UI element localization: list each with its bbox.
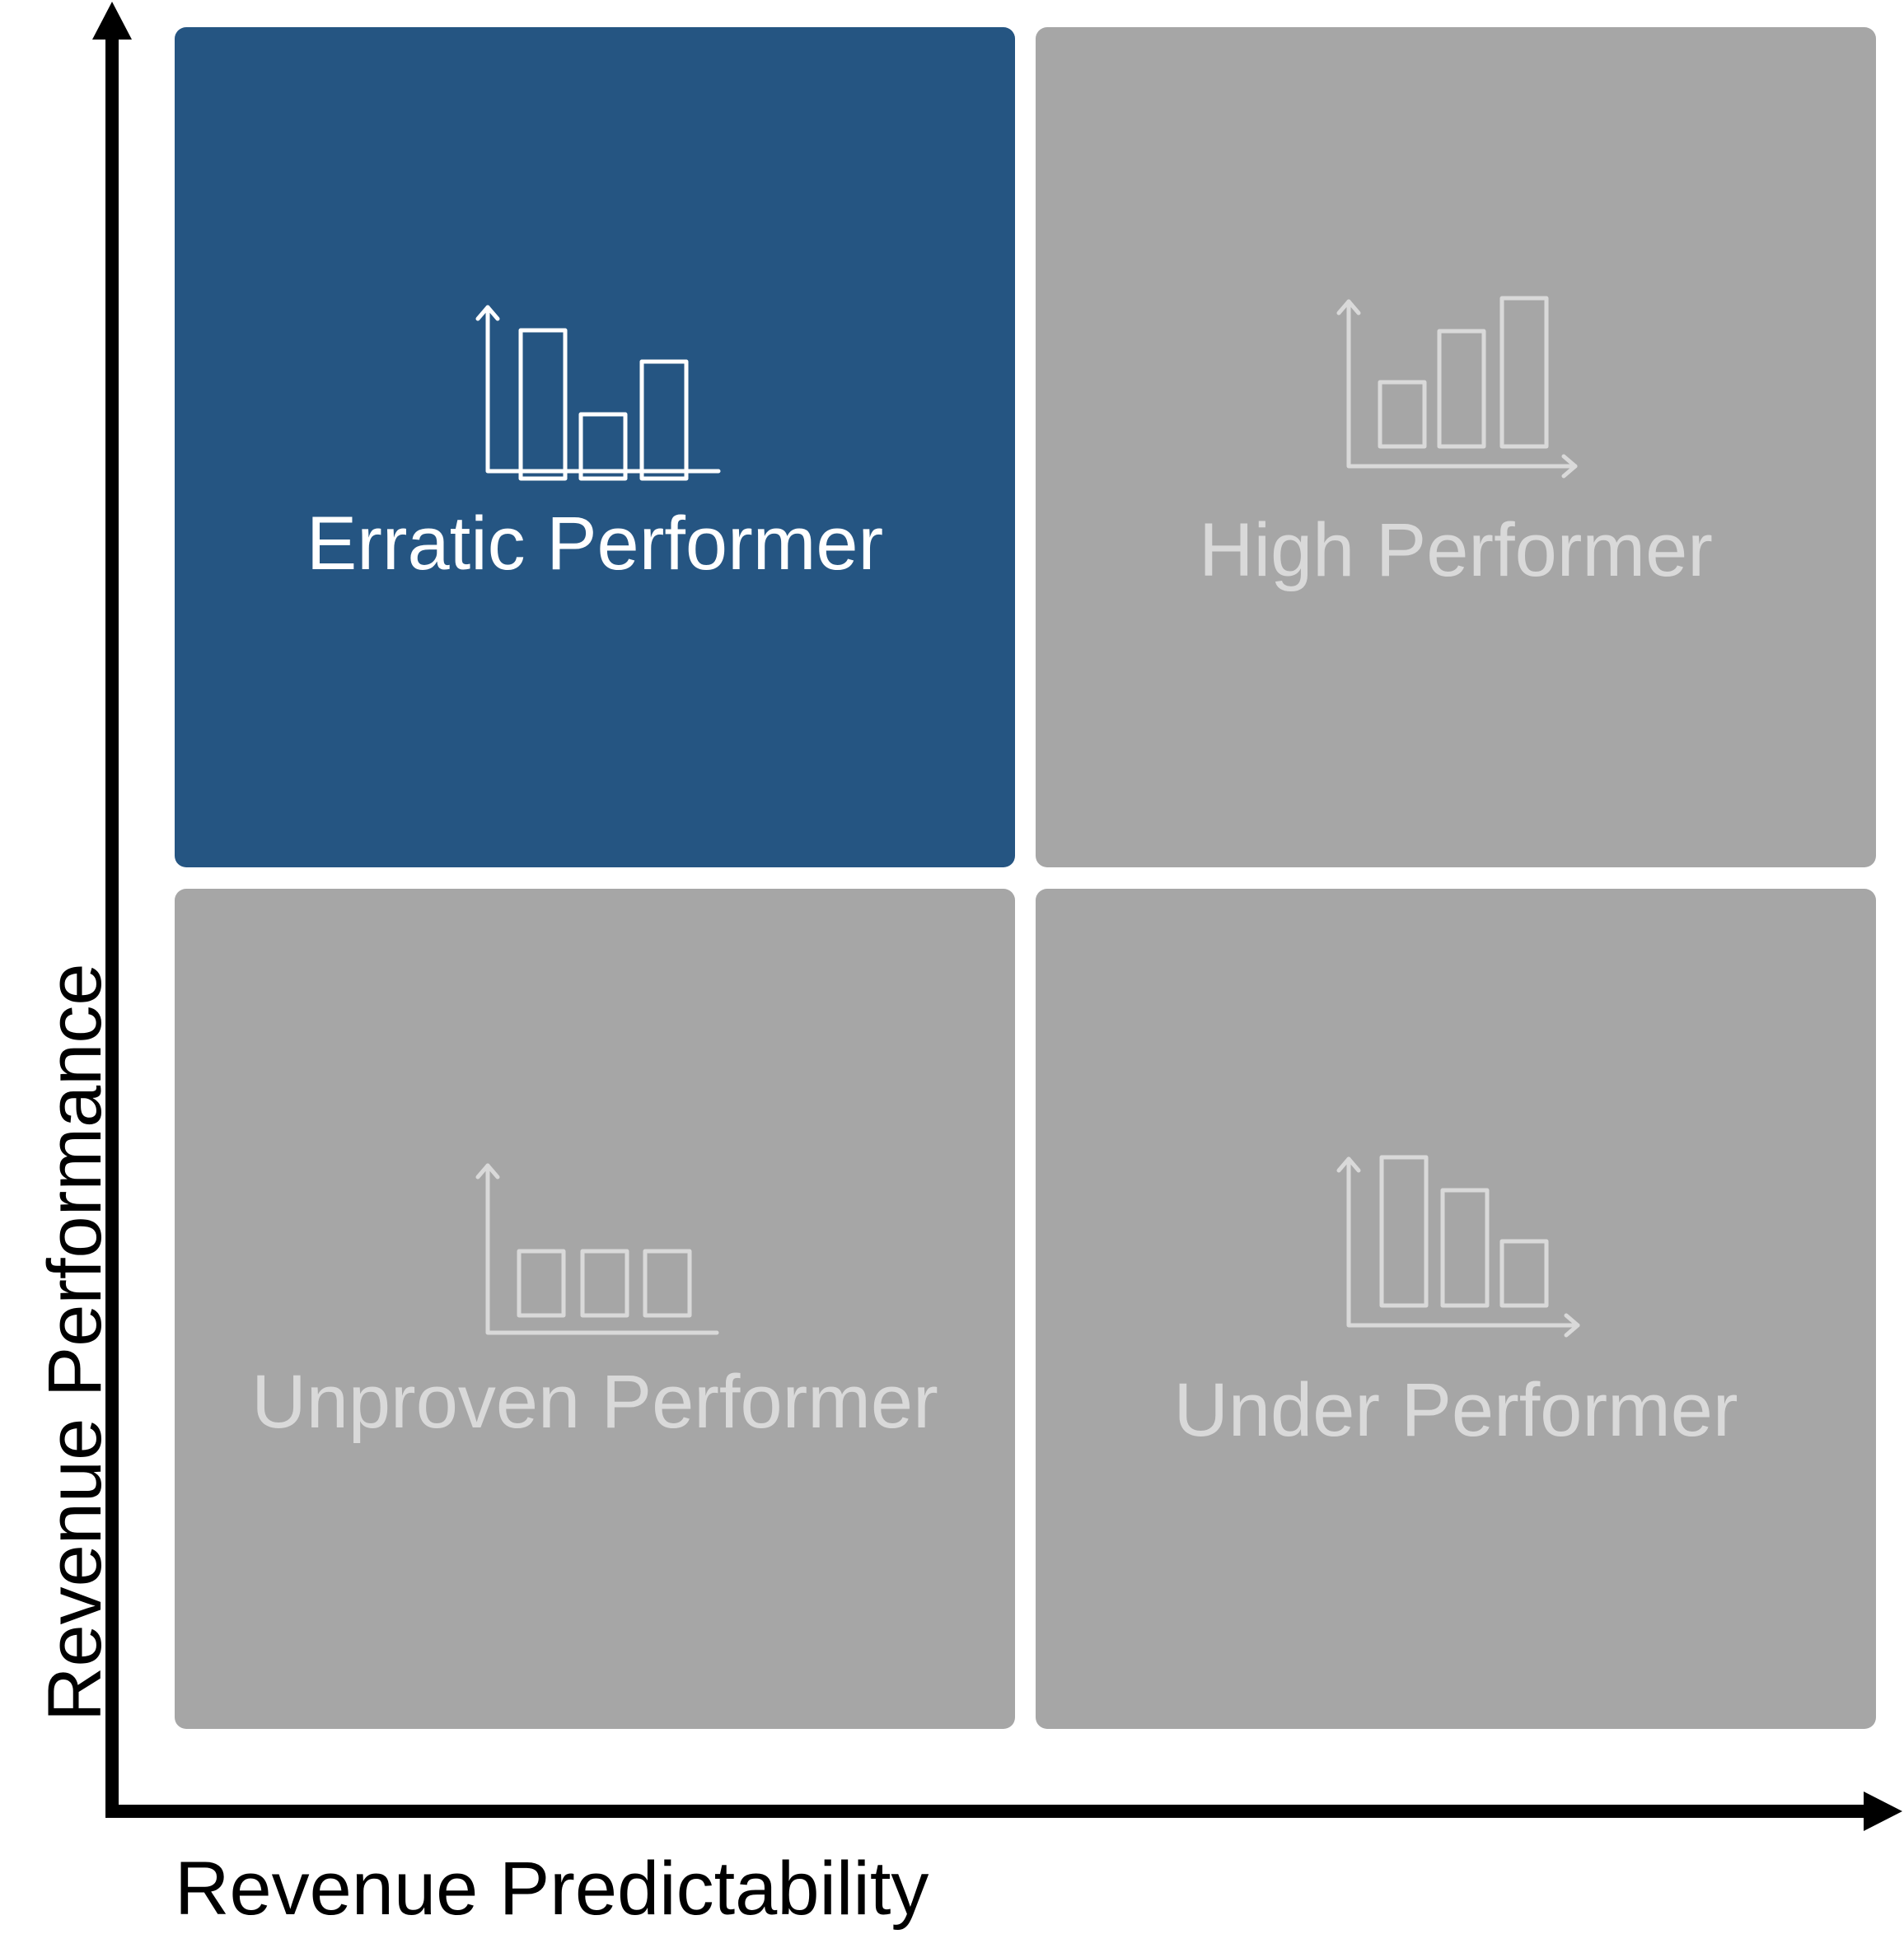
quadrant-label: High Performer xyxy=(1199,508,1713,592)
quadrant-label: Erratic Performer xyxy=(306,502,884,586)
x-axis-label: Revenue Predictability xyxy=(175,1847,929,1931)
quadrant-label: Under Performer xyxy=(1173,1368,1738,1452)
y-axis-arrowhead xyxy=(92,2,132,40)
quadrant-label: Unproven Performer xyxy=(251,1360,938,1444)
quadrant-under-performer: Under Performer xyxy=(1036,889,1876,1729)
bar-chart-rising-icon xyxy=(1336,296,1578,479)
quadrant-erratic-performer: Erratic Performer xyxy=(175,27,1015,867)
quadrant-high-performer: High Performer xyxy=(1036,27,1876,867)
bar-chart-erratic-icon xyxy=(475,305,721,481)
y-axis-label: Revenue Performance xyxy=(33,963,117,1722)
bar-chart-declining-icon xyxy=(1336,1155,1580,1338)
bar-chart-flat-icon xyxy=(475,1163,719,1335)
quadrant-unproven-performer: Unproven Performer xyxy=(175,889,1015,1729)
x-axis-arrowhead xyxy=(1864,1792,1902,1831)
